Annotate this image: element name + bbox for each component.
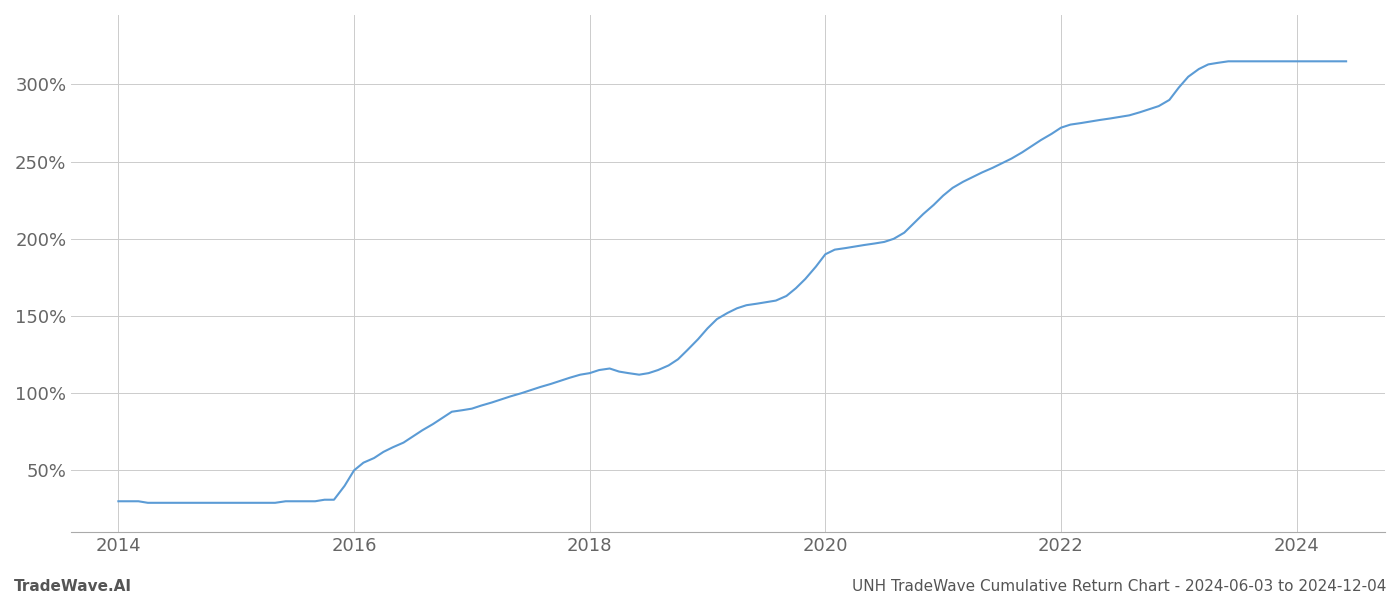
Text: UNH TradeWave Cumulative Return Chart - 2024-06-03 to 2024-12-04: UNH TradeWave Cumulative Return Chart - … bbox=[851, 579, 1386, 594]
Text: TradeWave.AI: TradeWave.AI bbox=[14, 579, 132, 594]
